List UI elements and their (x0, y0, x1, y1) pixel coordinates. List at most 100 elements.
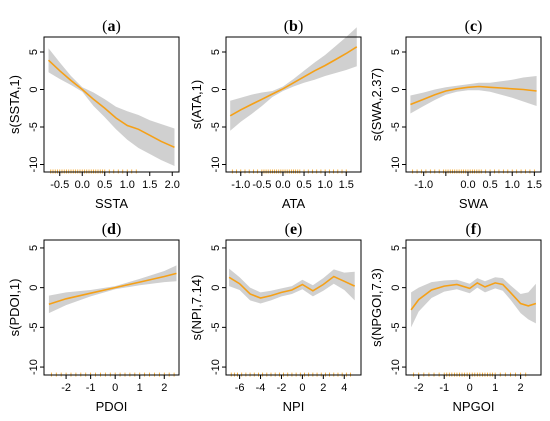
x-tick-label-d: 0 (112, 382, 118, 394)
x-tick-label-f: 1 (492, 382, 498, 394)
x-tick-label-e: 4 (341, 382, 347, 394)
x-tick-label-e: 2 (320, 382, 326, 394)
y-tick-label-c: 5 (390, 49, 402, 55)
plot-frame-d (43, 239, 180, 376)
y-tick-label-f: 5 (390, 245, 402, 251)
x-axis-label-d: PDOI (96, 399, 128, 414)
y-tick-label-f: -10 (390, 359, 402, 375)
x-tick-label-a: -0.5 (50, 179, 69, 191)
x-tick-label-f: -1 (439, 382, 449, 394)
y-tick-label-f: 0 (390, 285, 402, 291)
y-tick-label-b: -10 (210, 157, 222, 173)
y-tick-label-b: 5 (210, 49, 222, 55)
y-tick-label-f: -5 (390, 322, 402, 332)
panel-tag-e: (e) (285, 221, 303, 238)
y-tick-label-d: -5 (28, 322, 40, 332)
plot-frame-b (225, 36, 362, 173)
y-tick-label-a: -5 (28, 122, 40, 132)
x-tick-label-d: 2 (161, 382, 167, 394)
y-tick-label-e: 0 (210, 285, 222, 291)
x-tick-label-b: -1.0 (231, 179, 250, 191)
x-tick-label-e: -6 (235, 382, 245, 394)
x-tick-label-d: 1 (137, 382, 143, 394)
y-axis-label-e: s(NPI,7.14) (189, 275, 204, 341)
plot-frame-f (405, 239, 542, 376)
fit-line-c (410, 85, 537, 106)
confidence-band-b (230, 27, 357, 131)
y-tick-label-d: -10 (28, 359, 40, 375)
confidence-band-c (410, 76, 537, 114)
x-axis-label-f: NPGOI (453, 399, 495, 414)
panel-a: -0.5 0.0 0.5 1.0 1.5 2.0 -10 -5 0 5 SSTA s(SSTA,1) (… (7, 18, 180, 211)
x-tick-label-b: 0.0 (275, 179, 290, 191)
x-axis-label-c: SWA (459, 196, 488, 211)
y-axis-label-d: s(PDOI,1) (7, 279, 22, 337)
x-tick-label-c: 1.0 (505, 179, 520, 191)
x-axis-label-a: SSTA (95, 196, 128, 211)
panel-b: -1.0 -0.5 0.0 0.5 1.0 1.5 -10 -5 0 5 ATA s(ATA,1) (b… (189, 18, 362, 211)
y-tick-label-c: -10 (390, 157, 402, 173)
x-tick-label-a: 0.5 (97, 179, 112, 191)
panel-tag-c: (c) (465, 18, 483, 35)
x-tick-label-c: 0.5 (482, 179, 497, 191)
x-tick-label-f: -2 (414, 382, 424, 394)
panel-tag-b: (b) (284, 18, 304, 35)
x-tick-label-e: 0 (299, 382, 305, 394)
y-tick-label-d: 0 (28, 285, 40, 291)
y-axis-label-c: s(SWA,2.37) (369, 68, 384, 141)
fit-line-e (228, 275, 356, 299)
x-tick-label-a: 0.0 (75, 179, 90, 191)
x-tick-label-a: 2.0 (165, 179, 180, 191)
x-tick-label-f: 0 (467, 382, 473, 394)
y-tick-label-a: -10 (28, 157, 40, 173)
y-tick-label-e: 5 (210, 245, 222, 251)
panel-tag-a: (a) (102, 18, 121, 35)
fit-line-b (229, 46, 358, 117)
x-tick-label-e: -4 (256, 382, 266, 394)
plot-frame-e (225, 239, 362, 376)
y-tick-label-a: 5 (28, 49, 40, 55)
x-tick-label-d: -2 (61, 382, 71, 394)
fit-line-a (47, 59, 175, 149)
confidence-band-d (48, 265, 177, 314)
confidence-band-e (229, 268, 355, 304)
x-tick-label-c: -1.0 (414, 179, 433, 191)
x-tick-label-b: -0.5 (252, 179, 271, 191)
x-tick-label-a: 1.5 (142, 179, 157, 191)
y-tick-label-e: -10 (210, 359, 222, 375)
y-tick-label-d: 5 (28, 245, 40, 251)
x-tick-label-e: -2 (277, 382, 287, 394)
plot-frame-a (43, 36, 180, 173)
y-tick-label-b: 0 (210, 86, 222, 92)
x-tick-label-b: 1.5 (339, 179, 354, 191)
confidence-band-f (411, 277, 536, 328)
y-tick-label-c: -5 (390, 122, 402, 132)
plot-frame-c (405, 36, 542, 173)
x-tick-label-c: 0.0 (460, 179, 475, 191)
x-axis-label-b: ATA (282, 196, 306, 211)
fit-line-d (48, 272, 177, 306)
y-axis-label-b: s(ATA,1) (189, 80, 204, 129)
x-tick-label-d: -1 (86, 382, 96, 394)
y-axis-label-a: s(SSTA,1) (7, 75, 22, 134)
panel-tag-d: (d) (102, 221, 122, 238)
panel-c: -1.0 0.0 0.5 1.0 1.5 -10 -5 0 5 SWA s(SWA,2.37) (c) (369, 18, 542, 211)
x-tick-label-f: 2 (518, 382, 524, 394)
panel-e: -6 -4 -2 0 2 4 -10 -5 0 5 NPI s(NPI,7.14) (e) (189, 221, 362, 414)
panel-tag-f: (f) (466, 221, 482, 238)
y-tick-label-b: -5 (210, 122, 222, 132)
x-tick-label-b: 1.0 (317, 179, 332, 191)
y-tick-label-a: 0 (28, 86, 40, 92)
x-tick-label-b: 0.5 (296, 179, 311, 191)
fit-line-f (410, 281, 537, 311)
x-tick-label-c: 1.5 (527, 179, 542, 191)
y-tick-label-e: -5 (210, 322, 222, 332)
x-tick-label-a: 1.0 (120, 179, 135, 191)
x-axis-label-e: NPI (283, 399, 305, 414)
confidence-band-a (48, 48, 175, 166)
y-tick-label-c: 0 (390, 86, 402, 92)
y-axis-label-f: s(NPGOI,7.3) (369, 268, 384, 347)
